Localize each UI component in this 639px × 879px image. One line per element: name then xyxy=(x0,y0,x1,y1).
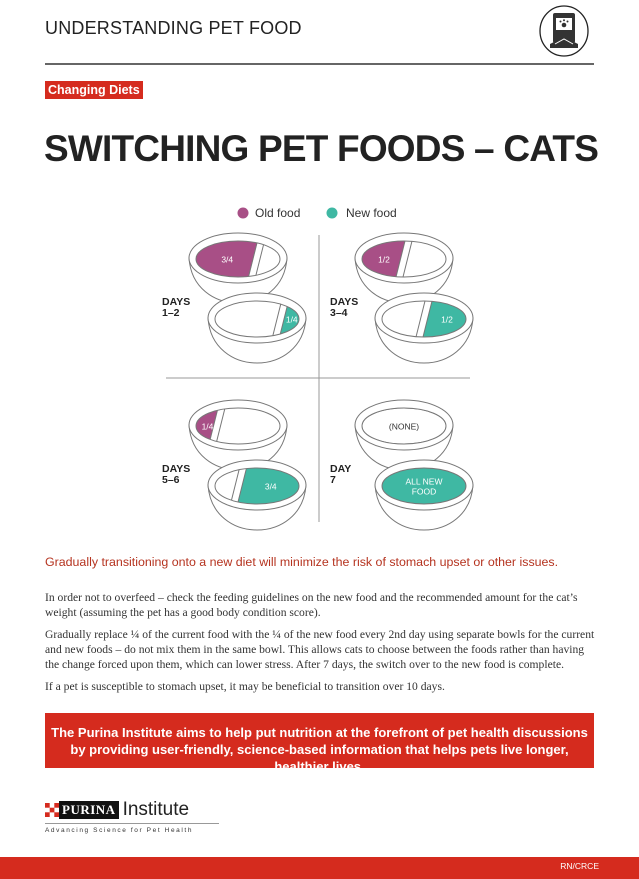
portion-label: ALL NEW xyxy=(405,477,442,487)
bowl-old-days-5-6: 1/4 xyxy=(188,399,288,471)
food-portion xyxy=(196,241,259,277)
footer-bar: RN/CRCE xyxy=(0,857,639,879)
paragraph: If a pet is susceptible to stomach upset… xyxy=(45,680,445,693)
page-title: SWITCHING PET FOODS – CATS xyxy=(44,128,599,169)
logo-tagline: Advancing Science for Pet Health xyxy=(45,827,194,834)
new-food-legend-icon xyxy=(326,207,338,219)
bowl-new-days-3-4: 1/2 xyxy=(374,292,474,364)
pet-food-bag-icon xyxy=(539,5,589,57)
bowl-new-days-1-2: 1/4 xyxy=(207,292,307,364)
portion-label: 1/4 xyxy=(202,422,214,432)
food-portion xyxy=(362,408,446,444)
food-portion xyxy=(362,241,407,277)
empty-portion xyxy=(401,241,446,277)
footer-code: RN/CRCE xyxy=(560,861,599,871)
paragraph: In order not to overfeed – check the fee… xyxy=(45,591,578,619)
category-badge: Changing Diets xyxy=(45,81,143,99)
callout-box: The Purina Institute aims to help put nu… xyxy=(45,713,594,774)
logo-brand: PURINA xyxy=(59,801,119,819)
checkerboard-icon xyxy=(45,803,59,817)
subtitle: Gradually transitioning onto a new diet … xyxy=(45,555,559,569)
old-food-legend-icon xyxy=(237,207,249,219)
paragraph: Gradually replace ¼ of the current food … xyxy=(45,628,595,671)
stage-label: 3–4 xyxy=(330,307,348,319)
bowl-old-days-1-2: 3/4 xyxy=(188,232,288,304)
stage-label: 7 xyxy=(330,474,336,486)
portion-label: (NONE) xyxy=(389,422,419,432)
stage-label: 1–2 xyxy=(162,307,180,319)
legend-old: Old food xyxy=(255,206,300,220)
portion-label: 3/4 xyxy=(265,482,277,492)
header-rule xyxy=(45,63,594,65)
portion-label: FOOD xyxy=(412,487,437,497)
bowl-new-days-5-6: 3/4 xyxy=(207,459,307,531)
section-header: UNDERSTANDING PET FOOD xyxy=(45,18,302,38)
portion-label: 3/4 xyxy=(221,255,233,265)
food-portion xyxy=(236,468,299,504)
stage-label: DAYS xyxy=(330,296,358,308)
logo-name: Institute xyxy=(122,799,190,820)
empty-portion xyxy=(214,408,280,444)
empty-portion xyxy=(215,301,283,337)
stage-label: DAYS xyxy=(162,296,190,308)
portion-label: 1/2 xyxy=(378,255,390,265)
portion-label: 1/4 xyxy=(286,315,298,325)
purina-institute-logo: PURINA Institute Advancing Science for P… xyxy=(45,799,219,834)
legend-new: New food xyxy=(346,206,397,220)
stage-label: DAYS xyxy=(162,463,190,475)
feeding-diagram: Old food New food 3/4 1/4 1/2 1/2 1/4 3/4 (NON… xyxy=(162,206,474,531)
food-portion xyxy=(421,301,466,337)
stage-label: DAY xyxy=(330,463,351,475)
portion-label: 1/2 xyxy=(441,315,453,325)
bowl-old-days-3-4: 1/2 xyxy=(354,232,454,304)
stage-label: 5–6 xyxy=(162,474,180,486)
empty-portion xyxy=(382,301,427,337)
food-portion xyxy=(382,468,466,504)
bowl-old-day-7: (NONE) xyxy=(354,399,454,471)
